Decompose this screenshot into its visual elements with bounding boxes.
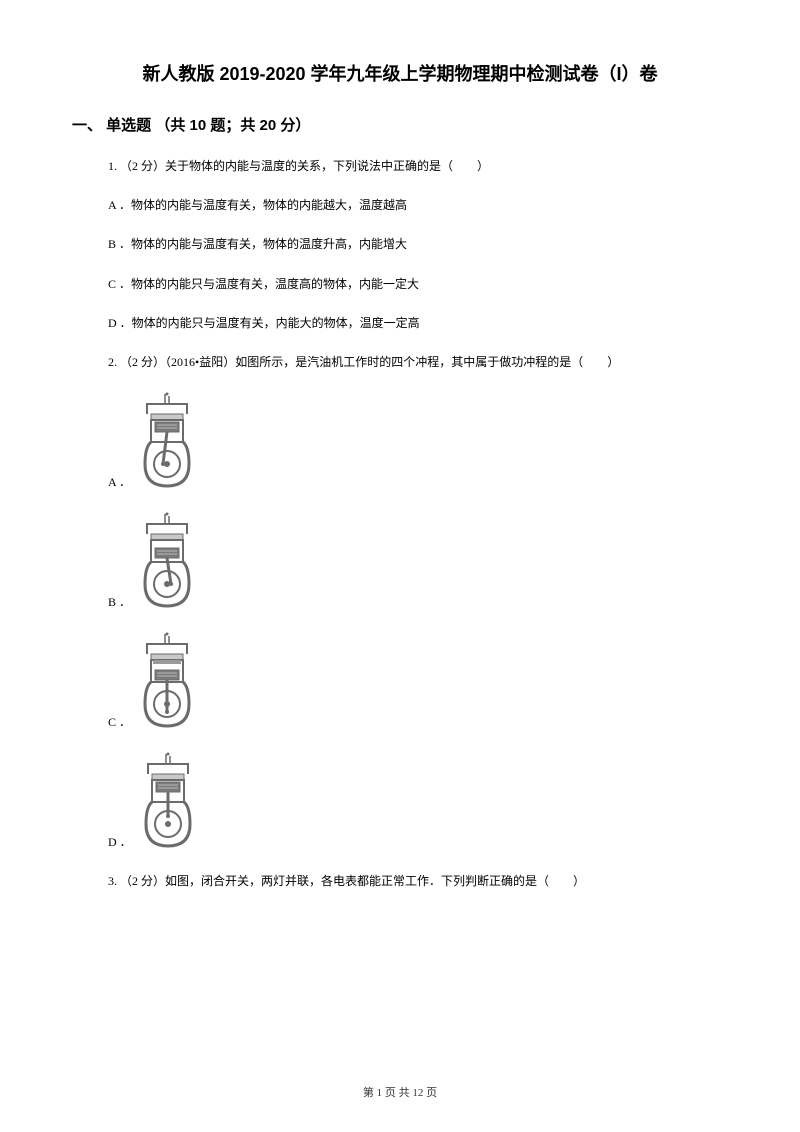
q2-stem: 2. （2 分）（2016•益阳）如图所示，是汽油机工作时的四个冲程，其中属于做… <box>108 353 728 372</box>
q3-stem: 3. （2 分）如图，闭合开关，两灯并联，各电表都能正常工作．下列判断正确的是（… <box>108 872 728 891</box>
q2-option-c: C ． <box>108 632 728 732</box>
q2-label-b: B ． <box>108 593 131 612</box>
engine-diagram-d <box>138 752 198 852</box>
q2-label-a: A ． <box>108 473 131 492</box>
q1-option-b: B ．物体的内能与温度有关，物体的温度升高，内能增大 <box>108 235 728 254</box>
q2-option-d: D ． <box>108 752 728 852</box>
q2-label-d: D ． <box>108 833 132 852</box>
q2-option-a: A ． <box>108 392 728 492</box>
page-footer: 第 1 页 共 12 页 <box>0 1084 800 1100</box>
q1-option-a: A ．物体的内能与温度有关，物体的内能越大，温度越高 <box>108 196 728 215</box>
page-title: 新人教版 2019-2020 学年九年级上学期物理期中检测试卷（I）卷 <box>72 60 728 86</box>
q1-stem: 1. （2 分）关于物体的内能与温度的关系，下列说法中正确的是（ ） <box>108 157 728 176</box>
q2-label-c: C ． <box>108 713 131 732</box>
engine-diagram-c <box>137 632 197 732</box>
q2-option-b: B ． <box>108 512 728 612</box>
section-header: 一、 单选题 （共 10 题；共 20 分） <box>72 114 728 135</box>
engine-diagram-b <box>137 512 197 612</box>
q1-option-d: D ．物体的内能只与温度有关，内能大的物体，温度一定高 <box>108 314 728 333</box>
engine-diagram-a <box>137 392 197 492</box>
q1-option-c: C ．物体的内能只与温度有关，温度高的物体，内能一定大 <box>108 275 728 294</box>
